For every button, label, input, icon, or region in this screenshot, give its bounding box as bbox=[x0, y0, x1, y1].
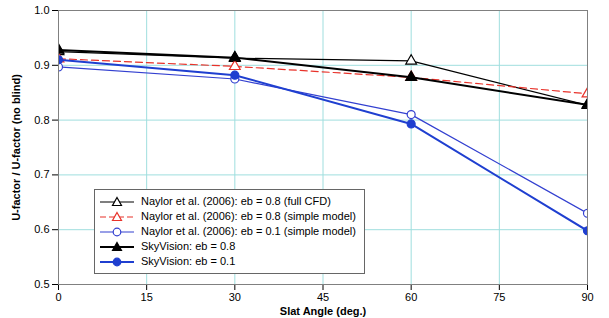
html-text:SkyVision: eb = 0.8: SkyVision: eb = 0.8 bbox=[141, 240, 236, 252]
svg-text:30: 30 bbox=[229, 291, 241, 303]
svg-text:60: 60 bbox=[405, 291, 417, 303]
svg-text:0.5: 0.5 bbox=[34, 278, 49, 290]
html-text:Naylor et al. (2006): eb = 0.1: Naylor et al. (2006): eb = 0.1 (simple m… bbox=[141, 225, 356, 237]
svg-text:90: 90 bbox=[581, 291, 593, 303]
svg-text:Slat Angle (deg.): Slat Angle (deg.) bbox=[280, 305, 367, 317]
html-text:Naylor et al. (2006): eb = 0.8: Naylor et al. (2006): eb = 0.8 (simple m… bbox=[141, 210, 356, 222]
svg-text:U-factor / U-factor (no blind): U-factor / U-factor (no blind) bbox=[10, 74, 22, 221]
svg-text:75: 75 bbox=[493, 291, 505, 303]
svg-text:0.7: 0.7 bbox=[34, 168, 49, 180]
html-text:SkyVision: eb = 0.1: SkyVision: eb = 0.1 bbox=[141, 255, 236, 267]
svg-text:0.6: 0.6 bbox=[34, 223, 49, 235]
svg-text:0: 0 bbox=[55, 291, 61, 303]
svg-text:1.0: 1.0 bbox=[34, 4, 49, 16]
svg-text:0.8: 0.8 bbox=[34, 114, 49, 126]
html-text:Naylor et al. (2006): eb = 0.8: Naylor et al. (2006): eb = 0.8 (full CFD… bbox=[141, 195, 331, 207]
svg-text:45: 45 bbox=[317, 291, 329, 303]
svg-text:15: 15 bbox=[141, 291, 153, 303]
svg-text:0.9: 0.9 bbox=[34, 59, 49, 71]
